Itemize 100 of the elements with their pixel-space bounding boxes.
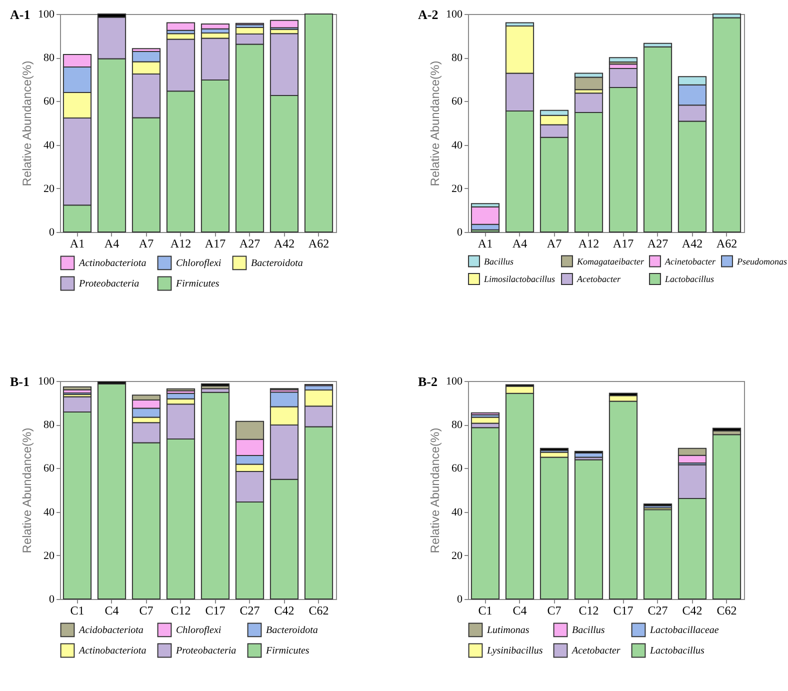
y-tick-label: 20 <box>452 182 463 195</box>
x-tick-label: C62 <box>308 604 329 618</box>
y-tick-label: 80 <box>452 52 463 64</box>
y-tick-label: 20 <box>44 182 55 195</box>
y-axis-title: Relative Abundance(%) <box>428 428 442 554</box>
x-tick-label: A4 <box>104 236 120 250</box>
x-tick-label: C17 <box>613 604 634 618</box>
legend-label: Acetobacter <box>576 274 621 284</box>
legend-label: Actinobacteriota <box>78 646 146 656</box>
y-tick-label: 60 <box>44 96 55 108</box>
x-tick-label: C7 <box>139 604 154 618</box>
y-tick-label: 100 <box>446 8 463 20</box>
legend-label: Bacillus <box>484 256 514 266</box>
bar <box>62 386 92 390</box>
legend-label: Bacillus <box>572 624 605 636</box>
y-tick-label: 60 <box>452 96 463 108</box>
y-tick-label: 40 <box>452 506 463 518</box>
y-tick-label: 0 <box>457 594 463 606</box>
bar <box>608 57 638 62</box>
y-tick-label: 40 <box>44 506 55 518</box>
x-tick-label: A27 <box>239 236 260 250</box>
y-tick-label: 40 <box>452 139 463 152</box>
y-axis-title: Relative Abundance(%) <box>20 60 34 186</box>
legend-label: Bacteroidota <box>266 624 318 636</box>
y-tick-label: 40 <box>44 139 55 152</box>
bar <box>304 14 334 232</box>
x-tick-label: C1 <box>478 604 492 618</box>
x-tick-label: A7 <box>138 236 154 250</box>
x-tick-label: A12 <box>170 236 192 250</box>
y-tick-label: 100 <box>38 8 55 20</box>
chart-title: A-1 <box>10 7 30 22</box>
legend-label: Firmicutes <box>265 646 310 656</box>
legend-label: Chloroflexi <box>176 624 222 636</box>
x-tick-label: A42 <box>682 236 703 250</box>
y-tick-label: 100 <box>446 376 463 388</box>
chart-title: B-2 <box>418 374 438 389</box>
bar <box>200 392 230 600</box>
x-tick-label: C7 <box>547 604 562 618</box>
x-tick-label: C42 <box>682 604 702 618</box>
x-tick-label: C27 <box>240 604 260 618</box>
bar <box>540 448 569 452</box>
chart-title: A-2 <box>418 7 438 22</box>
x-tick-label: A62 <box>716 236 738 250</box>
legend-label: Lactobacillus <box>649 646 705 656</box>
y-tick-label: 0 <box>49 226 55 238</box>
legend-label: Acinetobacter <box>664 256 716 266</box>
legend-label: Proteobacteria <box>175 646 236 656</box>
x-tick-label: A4 <box>512 236 528 250</box>
x-tick-label: A17 <box>204 236 226 250</box>
x-tick-label: A7 <box>546 236 562 250</box>
legend-label: Lactobacillus <box>664 274 714 284</box>
x-tick-label: A42 <box>274 236 295 250</box>
bar <box>712 434 742 600</box>
x-tick-label: C27 <box>648 604 668 618</box>
legend-label: Proteobacteria <box>78 278 140 290</box>
legend-label: Firmicutes <box>175 278 220 290</box>
legend-label: Acidobacteriota <box>78 624 144 636</box>
bar <box>643 509 672 600</box>
legend-label: Bacteroidota <box>251 258 303 269</box>
y-tick-label: 100 <box>38 376 55 388</box>
legend-label: Actinobacteriota <box>78 258 146 269</box>
legend-label: Komagataeibacter <box>576 256 644 266</box>
x-tick-label: C62 <box>716 604 737 618</box>
y-axis-title: Relative Abundance(%) <box>428 60 442 186</box>
bar <box>97 383 126 600</box>
y-tick-label: 20 <box>452 550 463 562</box>
bar <box>712 428 742 432</box>
bar <box>470 416 500 424</box>
x-tick-label: C42 <box>274 604 294 618</box>
bar <box>712 17 742 232</box>
legend-label: Chloroflexi <box>176 258 222 269</box>
legend-label: Lutimonas <box>486 624 530 636</box>
x-tick-label: A17 <box>612 236 634 250</box>
y-tick-label: 80 <box>44 52 55 64</box>
bar <box>574 76 604 90</box>
x-tick-label: C1 <box>70 604 84 618</box>
x-tick-label: A1 <box>478 236 493 250</box>
chart-title: B-1 <box>10 374 30 389</box>
legend-label: Limosilactobacillus <box>483 274 556 284</box>
x-tick-label: C17 <box>205 604 226 618</box>
x-tick-label: A62 <box>308 236 330 250</box>
bar <box>470 427 500 600</box>
x-tick-label: C4 <box>104 604 119 618</box>
legend-label: Lactobacillaceae <box>649 624 720 636</box>
y-tick-label: 80 <box>452 419 463 432</box>
x-tick-label: A27 <box>647 236 668 250</box>
bar <box>643 46 672 232</box>
x-tick-label: C12 <box>578 604 599 618</box>
y-tick-label: 80 <box>44 419 55 432</box>
y-tick-label: 0 <box>49 594 55 606</box>
y-tick-label: 20 <box>44 550 55 562</box>
y-tick-label: 60 <box>452 462 463 475</box>
bar <box>270 20 299 28</box>
bar <box>574 459 604 600</box>
y-axis-title: Relative Abundance(%) <box>20 428 34 554</box>
y-tick-label: 0 <box>457 226 463 238</box>
bar <box>166 22 196 31</box>
bar <box>200 383 230 387</box>
x-tick-label: C4 <box>512 604 527 618</box>
x-tick-label: A12 <box>578 236 600 250</box>
